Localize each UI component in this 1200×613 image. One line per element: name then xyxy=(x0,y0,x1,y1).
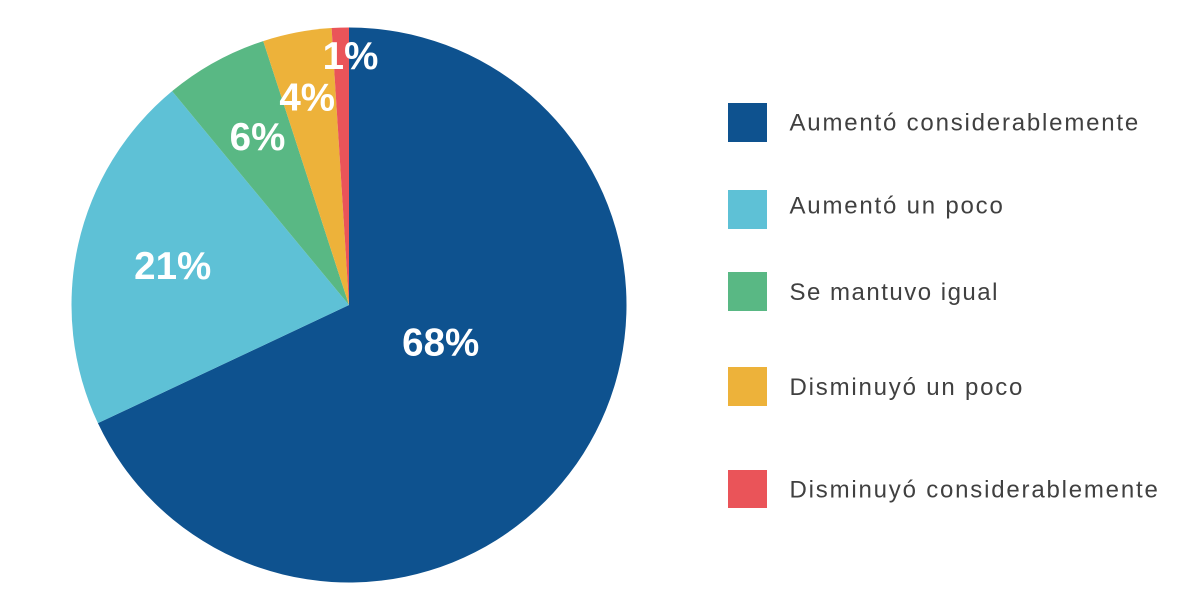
svg-text:1%: 1% xyxy=(323,35,379,78)
svg-text:Se mantuvo igual: Se mantuvo igual xyxy=(790,279,999,306)
svg-text:4%: 4% xyxy=(279,77,335,120)
svg-text:68%: 68% xyxy=(402,322,479,365)
svg-text:Aumentó un poco: Aumentó un poco xyxy=(790,193,1005,220)
svg-text:Aumentó considerablemente: Aumentó considerablemente xyxy=(790,110,1141,137)
svg-text:Disminuyó un poco: Disminuyó un poco xyxy=(790,374,1025,401)
svg-text:Disminuyó considerablemente: Disminuyó considerablemente xyxy=(790,477,1160,504)
svg-text:6%: 6% xyxy=(230,116,286,159)
svg-text:21%: 21% xyxy=(134,245,211,288)
